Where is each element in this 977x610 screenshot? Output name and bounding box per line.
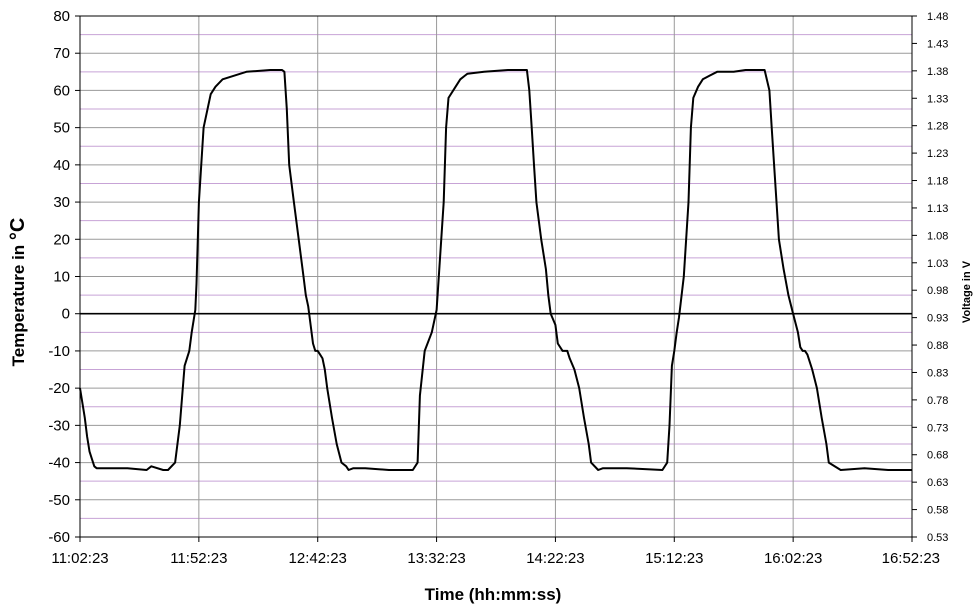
y-tick-label: -50 [48,492,70,509]
x-tick-label: 11:02:23 [51,550,108,567]
y-tick-label: -10 [48,343,70,360]
y-tick-label: 0 [62,306,70,323]
y2-tick-label: 0.58 [927,505,948,517]
y2-tick-label: 0.68 [927,450,948,462]
x-tick-label: 11:52:23 [170,550,227,567]
y-tick-label: 20 [53,231,70,248]
x-tick-label: 16:52:23 [882,550,940,567]
y2-tick-label: 0.98 [927,285,948,297]
y-tick-label: -20 [48,380,70,397]
y2-tick-label: 0.83 [927,367,948,379]
y-axis-title-text: Temperature in [9,245,28,367]
y2-axis-title: Voltage in V [961,260,973,323]
x-tick-label: 13:32:23 [407,550,465,567]
y2-tick-label: 1.08 [927,230,948,242]
y-tick-label: -40 [48,455,70,472]
temperature-series-line [79,69,912,471]
y2-axis-ticks: 0.53 0.58 0.63 0.68 0.73 0.78 0.83 0.88 0.93 0.98… [912,11,948,544]
y-tick-label: 10 [53,269,70,286]
y-tick-label: 30 [53,194,70,211]
y2-tick-label: 1.48 [927,11,948,23]
y2-tick-label: 0.88 [927,340,948,352]
y-tick-label: -30 [48,417,70,434]
y-axis-title-unit: °C [7,218,29,240]
y-tick-label: -60 [48,529,70,546]
y2-tick-label: 1.33 [927,93,948,105]
y2-tick-label: 1.13 [927,203,948,215]
y2-tick-label: 1.23 [927,148,948,160]
y-tick-label: 70 [53,45,70,62]
x-axis-ticks: 11:02:23 11:52:23 12:42:23 13:32:23 14:22:23… [51,537,940,567]
grid-lines [79,15,913,538]
y-tick-label: 40 [53,157,70,174]
y2-tick-label: 0.53 [927,532,948,544]
y2-tick-label: 1.43 [927,38,948,50]
y-tick-label: 50 [53,120,70,137]
y2-tick-label: 1.18 [927,176,948,188]
x-axis-title: Time (hh:mm:ss) [425,585,562,604]
x-tick-label: 14:22:23 [526,550,584,567]
y-axis-title: Temperature in °C [7,218,29,367]
y-tick-label: 80 [53,8,70,25]
x-tick-label: 12:42:23 [289,550,347,567]
y2-tick-label: 0.73 [927,422,948,434]
y2-tick-label: 1.03 [927,258,948,270]
y2-tick-label: 0.78 [927,395,948,407]
y-tick-label: 60 [53,82,70,99]
y2-tick-label: 0.93 [927,313,948,325]
x-tick-label: 16:02:23 [764,550,822,567]
y2-tick-label: 1.28 [927,121,948,133]
x-tick-label: 15:12:23 [645,550,703,567]
y2-tick-label: 1.38 [927,66,948,78]
y2-tick-label: 0.63 [927,477,948,489]
y-axis-ticks: -60 -50 -40 -30 -20 -10 0 10 20 30 40 50 60 70 80 [48,8,80,546]
